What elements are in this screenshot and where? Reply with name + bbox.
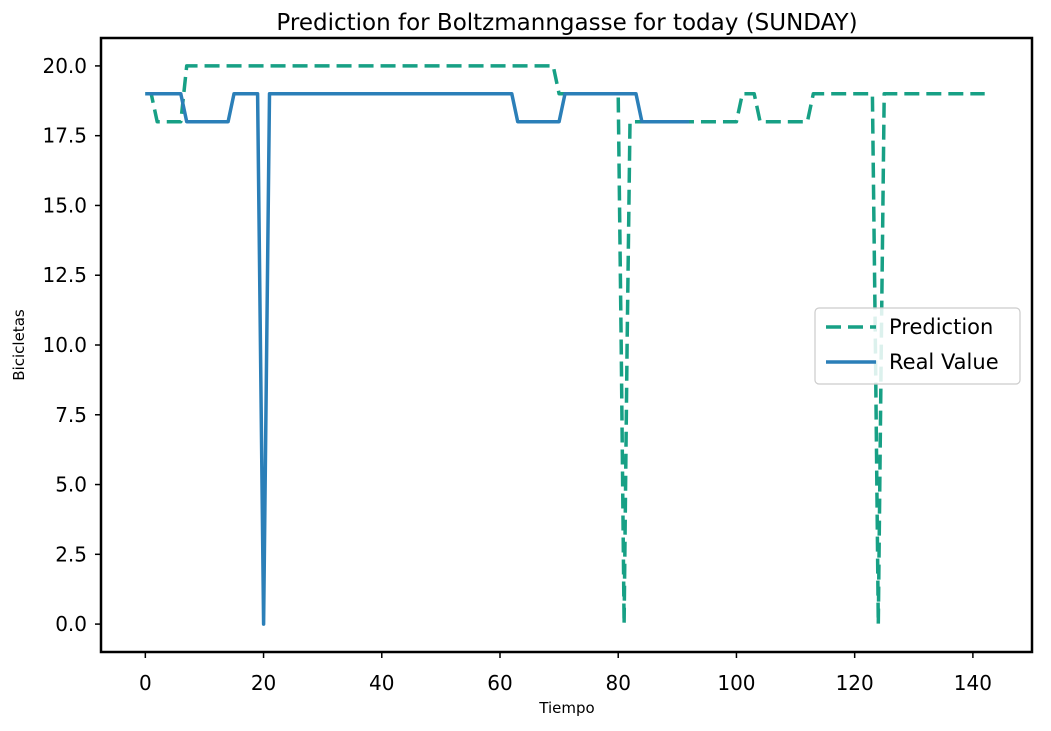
x-tick-label: 20 — [251, 671, 276, 695]
x-tick-label: 100 — [717, 671, 755, 695]
legend-label-real-value: Real Value — [889, 350, 999, 374]
x-tick-label: 60 — [487, 671, 512, 695]
y-tick-label: 7.5 — [55, 403, 87, 427]
x-axis-label: Tiempo — [538, 699, 594, 717]
y-tick-label: 12.5 — [42, 263, 87, 287]
y-axis-ticks: 0.0 2.5 5.0 7.5 10.0 12.5 15.0 17.5 20.0 — [42, 54, 101, 636]
y-tick-label: 20.0 — [42, 54, 87, 78]
y-tick-label: 15.0 — [42, 193, 87, 217]
legend: Prediction Real Value — [814, 307, 1021, 385]
legend-label-prediction: Prediction — [889, 315, 993, 339]
y-axis-label: Bicicletas — [10, 309, 28, 381]
x-tick-label: 40 — [369, 671, 394, 695]
y-tick-label: 2.5 — [55, 542, 87, 566]
series-line-real-value — [145, 92, 690, 626]
x-tick-label: 80 — [605, 671, 630, 695]
x-tick-label: 0 — [139, 671, 152, 695]
y-tick-label: 17.5 — [42, 124, 87, 148]
x-axis-ticks: 0 20 40 60 80 100 120 140 — [139, 652, 992, 695]
legend-frame — [814, 307, 1021, 385]
chart-title: Prediction for Boltzmanngasse for today … — [276, 10, 857, 36]
y-tick-label: 5.0 — [55, 473, 87, 497]
x-tick-label: 140 — [954, 671, 992, 695]
y-tick-label: 10.0 — [42, 333, 87, 357]
y-tick-label: 0.0 — [55, 612, 87, 636]
x-tick-label: 120 — [836, 671, 874, 695]
